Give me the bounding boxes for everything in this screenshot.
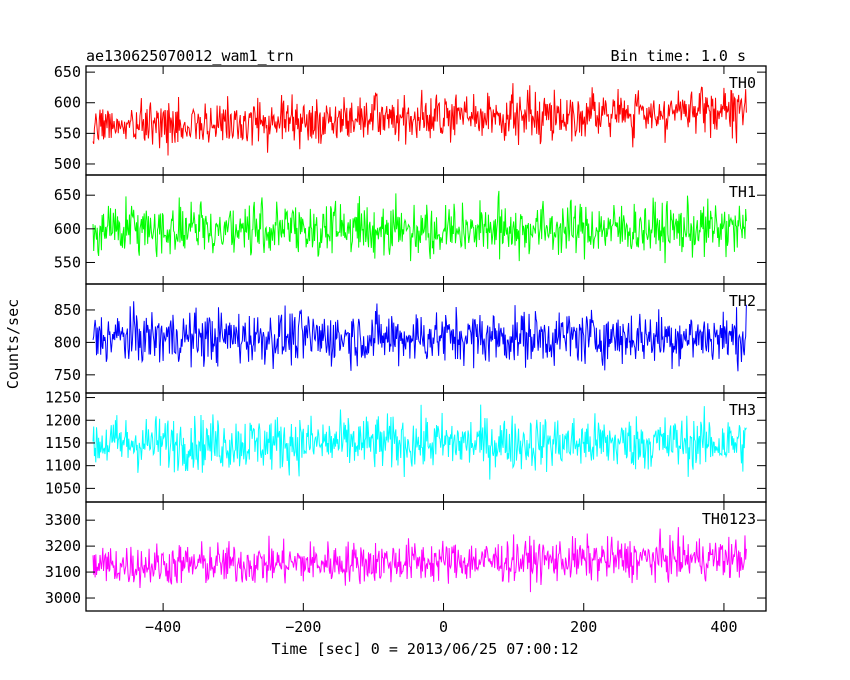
x-tick-label: −200 [285, 618, 321, 636]
panel-th1: 550 600 650 TH1 [54, 174, 767, 285]
bin-time-label: Bin time: 1.0 s [611, 47, 746, 65]
series-th3 [92, 404, 747, 480]
panel-name: TH2 [729, 292, 756, 310]
x-tick-label: −400 [145, 618, 181, 636]
y-tick-label: 500 [54, 155, 81, 173]
panel-name: TH3 [729, 401, 756, 419]
object-label: ae130625070012_wam1_trn [86, 47, 294, 65]
series-th0123 [92, 527, 747, 593]
panel-th2: 750 800 850 TH2 [54, 283, 767, 394]
y-tick-label: 550 [54, 253, 81, 271]
y-tick-label: 3200 [45, 537, 81, 555]
x-ticks-group: −400 −200 0 200 400 [145, 618, 737, 636]
y-tick-label: 1250 [45, 389, 81, 407]
y-tick-label: 1200 [45, 411, 81, 429]
x-axis-label: Time [sec] 0 = 2013/06/25 07:00:12 [271, 640, 578, 658]
y-tick-label: 1100 [45, 457, 81, 475]
y-tick-label: 650 [54, 186, 81, 204]
y-tick-label: 3300 [45, 511, 81, 529]
y-tick-label: 3100 [45, 563, 81, 581]
x-tick-label: 0 [439, 618, 448, 636]
y-tick-label: 600 [54, 94, 81, 112]
x-tick-label: 200 [570, 618, 597, 636]
series-th1 [92, 190, 747, 264]
y-tick-label: 600 [54, 220, 81, 238]
panel-th0123: 3000 3100 3200 3300 TH0123 [45, 501, 767, 612]
y-tick-label: 650 [54, 63, 81, 81]
y-tick-label: 800 [54, 333, 81, 351]
panel-name: TH0123 [702, 510, 756, 528]
series-th2 [92, 301, 747, 372]
y-axis-label: Counts/sec [4, 299, 22, 389]
panel-name: TH1 [729, 183, 756, 201]
panels-group: 500 550 600 650 TH0 550 600 650 TH1 750 800 850 TH2 1… [45, 63, 767, 612]
panel-th0: 500 550 600 650 TH0 [54, 63, 767, 176]
x-tick-label: 400 [710, 618, 737, 636]
series-th0 [92, 83, 747, 156]
panel-name: TH0 [729, 74, 756, 92]
y-tick-label: 1050 [45, 479, 81, 497]
y-tick-label: 550 [54, 124, 81, 142]
y-tick-label: 1150 [45, 434, 81, 452]
y-tick-label: 750 [54, 366, 81, 384]
panel-frame [85, 501, 767, 612]
panel-th3: 1050 1100 1150 1200 1250 TH3 [45, 389, 767, 503]
y-tick-label: 3000 [45, 589, 81, 607]
y-tick-label: 850 [54, 301, 81, 319]
